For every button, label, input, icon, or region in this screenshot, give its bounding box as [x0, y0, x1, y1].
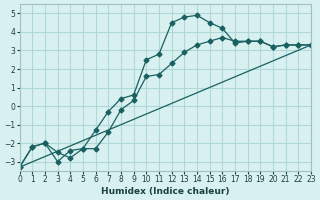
- X-axis label: Humidex (Indice chaleur): Humidex (Indice chaleur): [101, 187, 229, 196]
